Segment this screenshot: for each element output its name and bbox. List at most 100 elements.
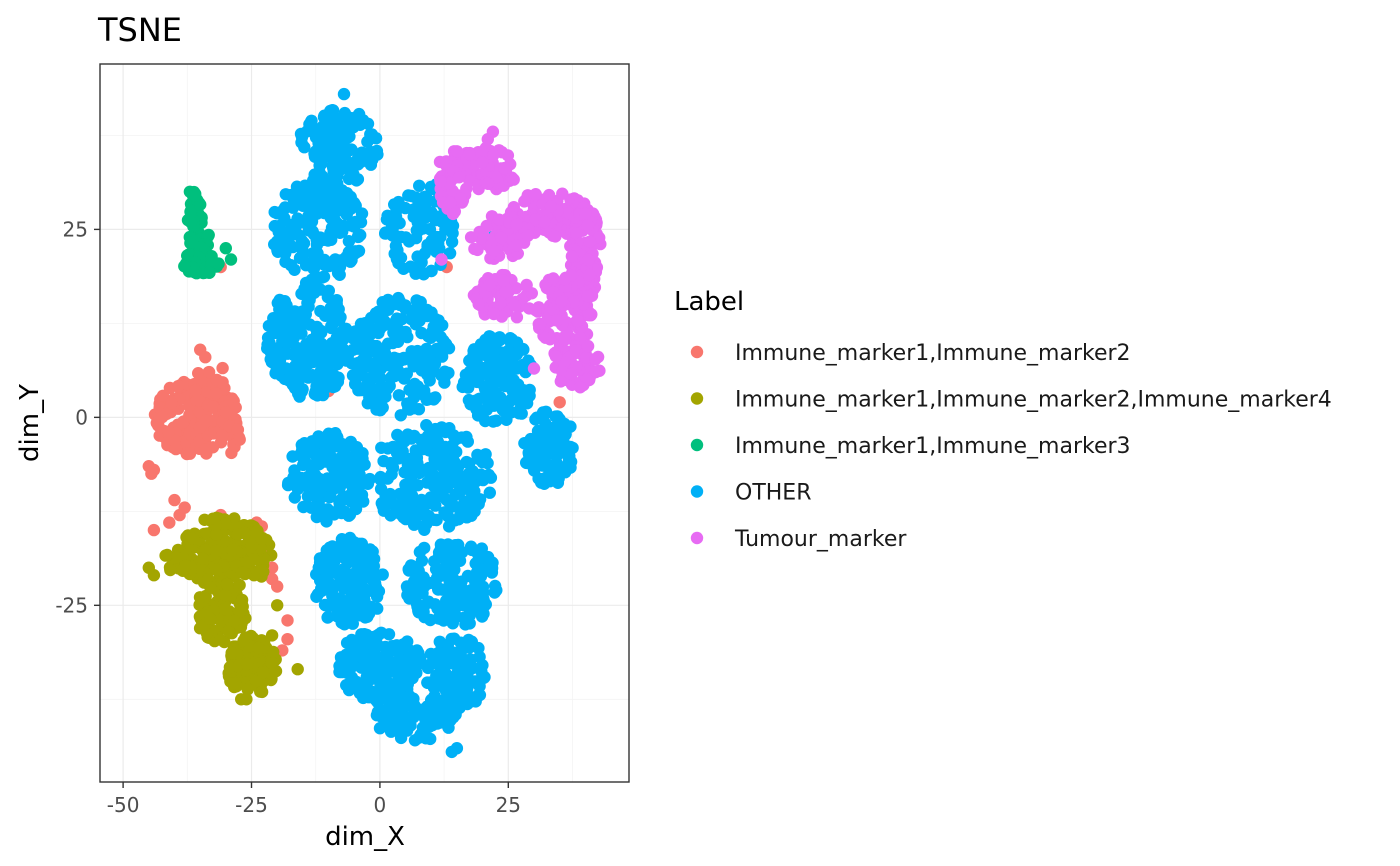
data-point: [413, 179, 426, 192]
data-point: [291, 663, 304, 676]
data-point: [459, 618, 472, 631]
data-point: [325, 321, 338, 335]
data-point: [571, 314, 584, 328]
data-point: [488, 365, 501, 378]
data-point: [498, 162, 511, 175]
data-point: [285, 188, 298, 202]
data-point: [348, 219, 361, 232]
data-point: [216, 361, 229, 375]
data-point: [345, 577, 358, 590]
data-point: [265, 656, 278, 669]
data-point: [312, 196, 326, 210]
data-point: [510, 239, 523, 252]
data-point: [240, 693, 253, 706]
data-point: [418, 307, 431, 320]
data-point: [464, 640, 478, 653]
data-point: [381, 472, 394, 485]
data-point: [145, 467, 158, 480]
data-point: [421, 708, 434, 721]
data-point: [375, 684, 388, 697]
data-point: [443, 176, 457, 190]
data-point: [147, 523, 161, 537]
data-point: [448, 205, 461, 218]
data-point: [582, 253, 595, 267]
data-point: [225, 646, 238, 660]
data-point: [457, 500, 471, 513]
data-point: [435, 253, 448, 266]
data-point: [345, 606, 358, 620]
data-point: [423, 223, 437, 236]
data-point: [565, 367, 579, 381]
data-point: [418, 523, 431, 536]
data-point: [375, 441, 388, 454]
data-point: [394, 507, 407, 521]
data-point: [451, 666, 464, 679]
x-axis-title: dim_X: [325, 822, 405, 852]
plot-panel-border: [99, 63, 630, 783]
data-point: [452, 679, 466, 692]
data-point: [504, 332, 517, 345]
data-point: [284, 218, 298, 232]
data-point: [255, 685, 269, 699]
data-point: [268, 238, 281, 251]
data-point: [445, 745, 458, 759]
data-point: [445, 545, 459, 559]
data-point: [448, 609, 461, 622]
data-point: [209, 544, 223, 558]
legend-key: [690, 392, 704, 405]
data-point: [420, 419, 433, 432]
data-point: [463, 148, 476, 161]
data-point: [415, 364, 428, 377]
data-point: [550, 314, 564, 327]
data-point: [397, 496, 410, 509]
data-point: [292, 374, 306, 387]
data-point: [487, 307, 500, 321]
data-point: [504, 394, 517, 408]
data-point: [565, 250, 579, 263]
y-axis: -25 0 25: [55, 217, 100, 617]
data-point: [559, 428, 572, 441]
data-point: [593, 231, 606, 244]
data-point: [395, 329, 409, 342]
data-point: [297, 500, 310, 514]
data-point: [228, 614, 241, 628]
data-point: [324, 301, 337, 315]
data-point: [500, 413, 513, 426]
data-point: [468, 485, 481, 498]
data-point: [286, 201, 300, 214]
series-3: [261, 87, 579, 759]
legend-item: Tumour_marker: [690, 527, 907, 552]
data-point: [583, 268, 596, 282]
data-point: [457, 598, 470, 612]
data-point: [439, 610, 452, 623]
data-point: [202, 365, 216, 379]
data-point: [556, 365, 569, 379]
data-point: [346, 479, 359, 493]
data-point: [435, 661, 448, 674]
data-point: [188, 189, 202, 202]
data-point: [218, 589, 232, 602]
data-point: [353, 114, 366, 128]
data-point: [184, 216, 198, 229]
y-tick-label: 25: [63, 217, 88, 241]
data-point: [376, 401, 389, 414]
data-point: [401, 581, 414, 595]
y-tick-label: 0: [75, 405, 88, 429]
data-point: [520, 397, 534, 410]
data-point: [220, 578, 234, 591]
data-point: [443, 587, 456, 600]
data-point: [363, 472, 376, 486]
data-point: [411, 479, 424, 492]
data-point: [169, 442, 183, 456]
data-point: [483, 486, 496, 499]
data-point: [368, 577, 381, 590]
data-point: [189, 384, 202, 397]
data-point: [384, 725, 398, 738]
data-point: [233, 578, 246, 592]
data-point: [281, 614, 294, 627]
data-point: [420, 342, 433, 356]
data-point: [235, 566, 249, 579]
data-point: [513, 383, 526, 396]
data-point: [331, 266, 345, 280]
data-point: [183, 447, 197, 460]
